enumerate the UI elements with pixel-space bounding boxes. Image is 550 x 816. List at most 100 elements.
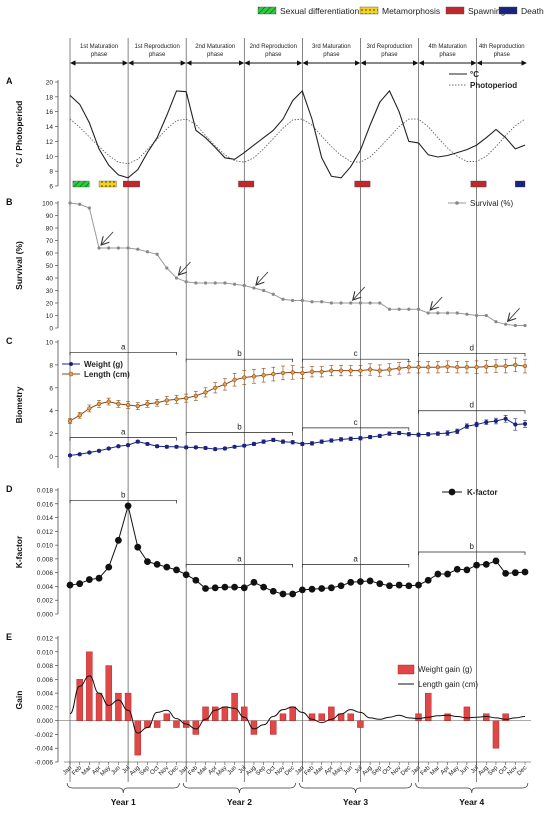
weight-point	[271, 437, 276, 443]
k-factor-point	[463, 566, 471, 574]
phase-divider-lines	[69, 38, 477, 782]
survival-point	[455, 311, 459, 315]
legend-point-k	[448, 488, 456, 496]
weight-point	[77, 452, 82, 457]
length-point	[271, 371, 276, 377]
k-factor-point	[415, 581, 422, 589]
weight-gain-bar	[357, 720, 364, 728]
month-label: Jul	[469, 764, 480, 775]
significance-bracket	[185, 432, 294, 436]
length-point	[77, 413, 82, 418]
length-point	[184, 396, 189, 401]
y-tick-label: 2	[49, 431, 53, 438]
weight-point	[368, 434, 373, 440]
weight-gain-bar	[95, 692, 103, 721]
length-point	[87, 406, 92, 411]
survival-point	[252, 286, 256, 290]
k-factor-point	[424, 576, 432, 584]
weight-gain-bar	[221, 706, 229, 721]
y-tick-label: 0.000	[37, 612, 54, 619]
k-factor-point	[279, 590, 287, 598]
survival-point	[368, 301, 372, 305]
legend-swatch	[498, 6, 518, 15]
significance-bracket	[69, 437, 177, 441]
weight-gain-bar	[202, 706, 209, 721]
survival-point	[116, 246, 121, 250]
survival-point	[416, 307, 421, 311]
significance-letter: d	[470, 343, 474, 352]
survival-point	[87, 206, 91, 210]
weight-point	[513, 422, 518, 427]
significance-bracket	[418, 353, 526, 357]
series-survival	[69, 202, 525, 326]
panel-letter: E	[6, 632, 12, 642]
y-tick-label: 0.000	[37, 718, 54, 725]
year-label: Year 1	[111, 797, 136, 807]
weight-gain-bar	[76, 679, 83, 721]
k-factor-point	[115, 536, 122, 544]
k-factor-point	[511, 569, 519, 577]
y-tick-label: 0.016	[37, 501, 54, 508]
month-label: Oct	[497, 764, 509, 776]
survival-point	[281, 297, 285, 301]
length-point	[67, 418, 73, 424]
year-brace	[66, 782, 180, 794]
band-metamorphosis	[98, 180, 117, 188]
legend-temp-label: °C	[470, 70, 479, 79]
k-factor-point	[502, 569, 510, 577]
k-factor-point	[260, 583, 268, 591]
k-factor-point	[308, 585, 316, 593]
month-label: Jul	[121, 764, 132, 775]
series-length	[69, 364, 526, 422]
significance-bracket	[185, 564, 294, 568]
weight-gain-bar	[270, 720, 277, 735]
survival-point	[329, 301, 333, 305]
y-tick-label: -0.002	[35, 732, 54, 739]
significance-letter: a	[121, 342, 126, 351]
y-tick-label: 90	[46, 213, 54, 220]
k-factor-point	[386, 582, 393, 590]
y-tick-label: 0.008	[37, 556, 54, 563]
length-point	[309, 369, 315, 374]
k-factor-point	[482, 561, 490, 568]
month-label: Dec	[516, 764, 529, 777]
y-tick-label: 0.012	[37, 636, 54, 643]
significance-bracket	[69, 351, 177, 356]
weight-point	[222, 446, 227, 451]
y-tick-label: 0.010	[37, 543, 54, 550]
length-point	[406, 365, 411, 370]
weight-gain-bar	[163, 713, 171, 721]
y-tick-label: 0.004	[37, 691, 54, 698]
length-point	[193, 393, 198, 398]
weight-point	[387, 431, 392, 436]
survival-point	[203, 281, 208, 285]
significance-bracket	[301, 358, 410, 363]
y-axis-label: K-factor	[14, 535, 24, 568]
month-label: Apr	[323, 764, 335, 776]
phase-label-line2: phase	[91, 52, 108, 58]
phase-label-line1: 1st Maturation	[80, 44, 118, 50]
series-length-gain	[69, 675, 526, 734]
band-sexual-differentiation	[72, 180, 90, 188]
k-factor-point	[269, 587, 277, 595]
y-tick-label: 0.008	[37, 663, 54, 670]
length-point	[377, 368, 382, 373]
panel-d: D 0.000 0.002 0.004 0.006 0.008 0.010 0.012 0.01…	[6, 484, 529, 619]
weight-point	[300, 441, 305, 447]
survival-point	[174, 276, 179, 280]
k-factor-point	[105, 563, 113, 571]
phase-label-line1: 4th Reproduction	[479, 44, 525, 50]
weight-point	[213, 447, 218, 452]
y-tick-label: 0	[49, 454, 53, 461]
weight-gain-bar	[308, 713, 316, 721]
decline-arrow	[256, 271, 269, 285]
survival-point	[320, 300, 324, 304]
significance-letter: a	[353, 554, 358, 563]
k-factor-point	[76, 580, 84, 588]
length-point	[222, 382, 227, 387]
legend-label: Metamorphosis	[382, 6, 440, 16]
y-tick-label: 60	[46, 251, 54, 258]
y-axis-label: Biometry	[14, 386, 24, 423]
y-axis-label: °C / Photoperiod	[14, 101, 24, 168]
